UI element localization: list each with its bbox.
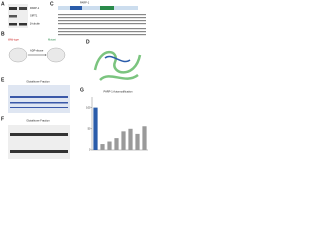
- band: [19, 23, 27, 26]
- bar: [114, 138, 119, 150]
- domain: [70, 6, 82, 10]
- band: [9, 23, 17, 26]
- bar: [135, 133, 140, 150]
- blot: [8, 125, 70, 159]
- bar: [121, 131, 126, 150]
- band: [9, 15, 17, 18]
- panel-label: C: [50, 1, 54, 7]
- figure: A PARP-1 SIRT1 β-tubulin C PARP-1 B Wild…: [1, 1, 148, 159]
- row-label: PARP-1: [30, 6, 40, 10]
- gel-bands: [10, 96, 68, 108]
- bar: [93, 107, 98, 150]
- gel: [8, 85, 70, 113]
- domain-bar: [58, 6, 138, 10]
- enzyme: [46, 47, 66, 63]
- bar: [128, 128, 133, 150]
- gel-title: Glutathione Fraction: [26, 80, 50, 84]
- bar: [107, 141, 112, 150]
- structure: [93, 50, 142, 82]
- panel-label: A: [1, 1, 5, 7]
- chart-title: PARP-1 Automodification: [104, 90, 133, 94]
- panel-label: F: [1, 116, 4, 122]
- bar-chart: 0 50 100: [86, 97, 148, 152]
- bar: [142, 126, 147, 150]
- scheme-text: Mutant: [48, 38, 56, 42]
- alignment: [58, 14, 146, 36]
- blot-bands: [10, 133, 68, 153]
- row-label: β-tubulin: [30, 22, 41, 26]
- structure: [104, 55, 131, 63]
- band: [9, 7, 17, 10]
- band: [19, 7, 27, 10]
- panel-label: D: [86, 39, 90, 45]
- y-tick-label: 100: [86, 105, 91, 109]
- page: {"panels":{ "a":{"label":"A","rows":["PA…: [0, 0, 150, 163]
- row-label: SIRT1: [30, 14, 38, 18]
- enzyme: [8, 47, 28, 63]
- domain: [100, 6, 114, 10]
- y-tick-label: 50: [88, 126, 91, 130]
- scheme-text: ADP-ribose: [30, 49, 44, 53]
- bar: [100, 144, 105, 150]
- scheme-text: Wild-type: [8, 38, 19, 42]
- panel-label: G: [80, 87, 84, 93]
- panel-label: B: [1, 31, 5, 37]
- y-tick-label: 0: [89, 148, 91, 152]
- blot-title: Glutathione Fraction: [26, 119, 50, 123]
- panel-label: E: [1, 77, 5, 83]
- domain-title: PARP-1: [80, 1, 90, 5]
